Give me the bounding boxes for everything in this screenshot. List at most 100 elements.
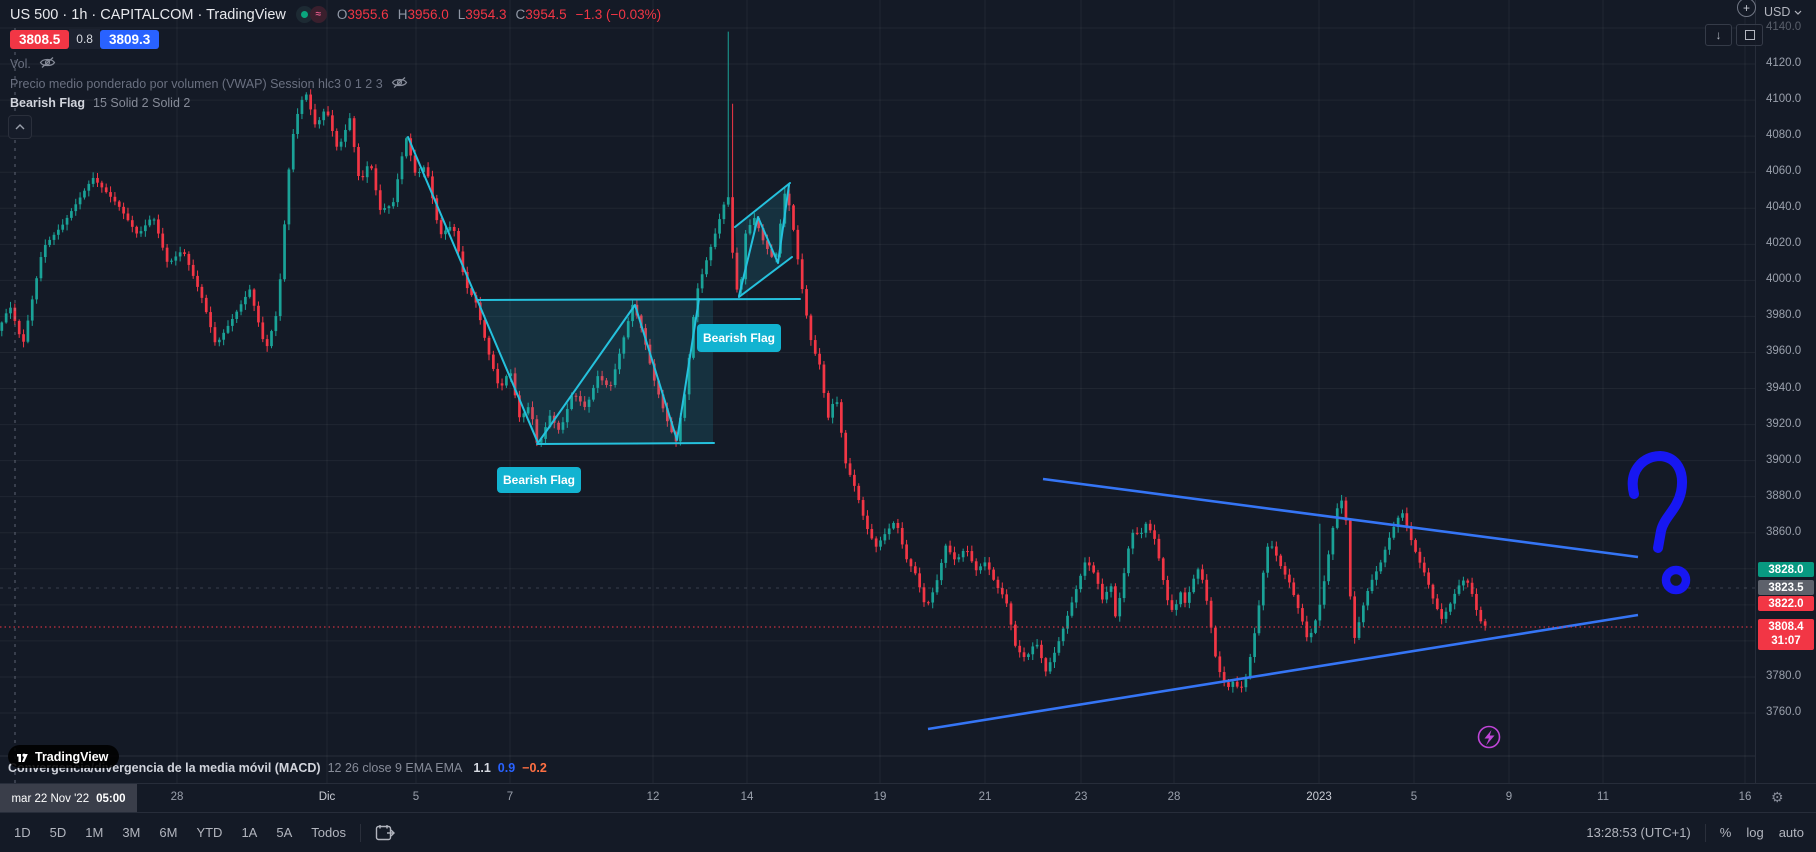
time-axis-label: 5 <box>412 791 420 803</box>
toolbar-divider <box>1704 823 1706 842</box>
high-value: 3956.0 <box>407 7 449 22</box>
price-axis-label: 4000.0 <box>1766 273 1802 286</box>
time-axis-label: 9 <box>1505 791 1513 803</box>
range-button-1m[interactable]: 1M <box>85 825 104 840</box>
change-value: −1.3 (−0.03%) <box>575 7 662 22</box>
range-button-3m[interactable]: 3M <box>122 825 141 840</box>
time-axis-label: 12 <box>646 791 660 803</box>
close-value: 3954.5 <box>525 7 567 22</box>
vwap-indicator-label[interactable]: Precio medio ponderado por volumen (VWAP… <box>10 77 383 91</box>
price-badge: 3822.0 <box>1758 596 1814 611</box>
price-axis-label: 4040.0 <box>1766 201 1802 214</box>
time-axis-label: 7 <box>506 791 514 803</box>
price-axis-label: 3900.0 <box>1766 453 1802 466</box>
price-axis-label: 3960.0 <box>1766 345 1802 358</box>
pattern-label-bearish-flag-lower[interactable]: Bearish Flag <box>497 467 581 493</box>
buy-button[interactable]: 3809.3 <box>99 29 160 49</box>
bid-ask-panel: 3808.5 0.8 3809.3 <box>10 29 160 49</box>
price-axis-label: 4120.0 <box>1766 57 1802 70</box>
flag-pattern-label[interactable]: Bearish Flag <box>10 96 86 110</box>
chevron-down-icon <box>1794 10 1802 15</box>
macd-line-value: 0.9 <box>497 761 516 775</box>
data-mode-icon: ≈ <box>309 6 327 23</box>
eye-off-icon[interactable] <box>39 56 56 72</box>
symbol-title[interactable]: US 500 · 1h · CAPITALCOM · TradingView <box>10 6 286 23</box>
question-mark-drawing[interactable] <box>1627 450 1691 595</box>
market-open-dot-icon <box>295 6 313 23</box>
market-status-icons[interactable]: ≈ <box>295 6 327 23</box>
auto-scale-button[interactable]: auto <box>1778 825 1804 840</box>
high-label: H <box>397 7 408 22</box>
bearish-flag-drawings[interactable] <box>407 136 801 445</box>
quick-trade-lightning-icon[interactable] <box>1477 725 1501 749</box>
price-axis[interactable]: 4140.0 4120.0 4100.0 4080.0 4060.0 4040.0 4020… <box>1755 0 1816 812</box>
low-label: L <box>457 7 466 22</box>
clock-label[interactable]: 13:28:53 (UTC+1) <box>1586 825 1691 840</box>
currency-label[interactable]: USD <box>1764 5 1791 19</box>
maximize-pane-button[interactable] <box>1736 24 1763 46</box>
timezone-settings-icon[interactable]: ⚙ <box>1771 789 1784 805</box>
price-axis-label: 4100.0 <box>1766 93 1802 106</box>
range-button-1d[interactable]: 1D <box>14 825 31 840</box>
price-axis-label: 3760.0 <box>1766 706 1802 718</box>
price-axis-label: 3860.0 <box>1766 525 1802 538</box>
flag-pattern-params: 15 Solid 2 Solid 2 <box>93 96 191 110</box>
time-axis-label: 14 <box>740 791 754 803</box>
candlestick-chart[interactable] <box>0 0 1755 783</box>
price-axis-label: 4020.0 <box>1766 237 1802 250</box>
time-axis-label: 16 <box>1738 791 1752 803</box>
currency-selector[interactable]: USD <box>1764 5 1802 19</box>
date-range-buttons: 1D 5D 1M 3M 6M YTD 1A 5A Todos <box>14 825 346 840</box>
range-button-ytd[interactable]: YTD <box>196 825 223 840</box>
range-button-5a[interactable]: 5A <box>276 825 293 840</box>
flag-pattern-row[interactable]: Bearish Flag 15 Solid 2 Solid 2 <box>10 96 190 110</box>
macd-hist-value: −0.2 <box>522 761 547 775</box>
volume-indicator-label[interactable]: Vol. <box>10 57 31 71</box>
volume-indicator-row[interactable]: Vol. <box>10 56 56 72</box>
scroll-to-realtime-button[interactable]: ↓ <box>1705 24 1732 46</box>
time-axis-label: 5 <box>1410 791 1418 803</box>
ohlc-readout: O3955.6 H3956.0 L3954.3 C3954.5 −1.3 (−0… <box>337 7 661 22</box>
trendlines[interactable] <box>927 477 1639 731</box>
candlestick-series <box>0 31 1487 693</box>
log-scale-button[interactable]: log <box>1746 825 1764 840</box>
low-value: 3954.3 <box>465 7 507 22</box>
go-to-date-icon[interactable] <box>375 824 396 842</box>
pattern-label-bearish-flag-upper[interactable]: Bearish Flag <box>697 324 781 352</box>
range-button-6m[interactable]: 6M <box>159 825 178 840</box>
time-axis[interactable]: mar 22 Nov '22 05:00 ⚙ 28 Dic 5 7 12 14 19 21 23… <box>0 783 1816 813</box>
macd-signal-value: 1.1 <box>473 761 491 775</box>
vwap-indicator-row[interactable]: Precio medio ponderado por volumen (VWAP… <box>10 76 408 92</box>
eye-off-icon[interactable] <box>391 76 408 92</box>
time-axis-label: 21 <box>978 791 992 803</box>
symbol-header[interactable]: US 500 · 1h · CAPITALCOM · TradingView ≈… <box>10 6 661 23</box>
crosshair-date-label: mar 22 Nov '22 05:00 <box>0 784 137 813</box>
price-axis-label: 4080.0 <box>1766 129 1802 142</box>
time-axis-label: Dic <box>318 791 336 803</box>
tradingview-logo-icon <box>16 750 29 763</box>
price-axis-label: 3880.0 <box>1766 489 1802 502</box>
tradingview-watermark[interactable]: TradingView <box>8 745 120 768</box>
price-axis-label: 3980.0 <box>1766 309 1802 322</box>
range-button-todos[interactable]: Todos <box>311 825 346 840</box>
bottom-toolbar: 1D 5D 1M 3M 6M YTD 1A 5A Todos 13:28:53 (UTC+1) … <box>0 812 1816 852</box>
watermark-text: TradingView <box>35 749 109 764</box>
time-axis-label: 28 <box>1167 791 1181 803</box>
toolbar-divider <box>359 823 361 842</box>
macd-params: 12 26 close 9 EMA EMA <box>327 761 463 775</box>
sell-button[interactable]: 3808.5 <box>10 29 70 49</box>
time-axis-label: 23 <box>1074 791 1088 803</box>
price-axis-label: 4140.0 <box>1766 21 1802 33</box>
price-axis-label: 3920.0 <box>1766 417 1802 430</box>
price-axis-label: 4060.0 <box>1766 165 1802 178</box>
spread-value: 0.8 <box>69 29 100 49</box>
range-button-5d[interactable]: 5D <box>49 825 67 840</box>
open-value: 3955.6 <box>347 7 389 22</box>
add-alert-plus-icon[interactable]: + <box>1737 0 1756 17</box>
collapse-legend-button[interactable] <box>8 115 32 139</box>
range-button-1a[interactable]: 1A <box>241 825 258 840</box>
close-label: C <box>515 7 526 22</box>
time-axis-label: 28 <box>170 791 184 803</box>
percent-scale-button[interactable]: % <box>1719 825 1732 840</box>
price-badge: 3823.5 <box>1758 580 1814 595</box>
